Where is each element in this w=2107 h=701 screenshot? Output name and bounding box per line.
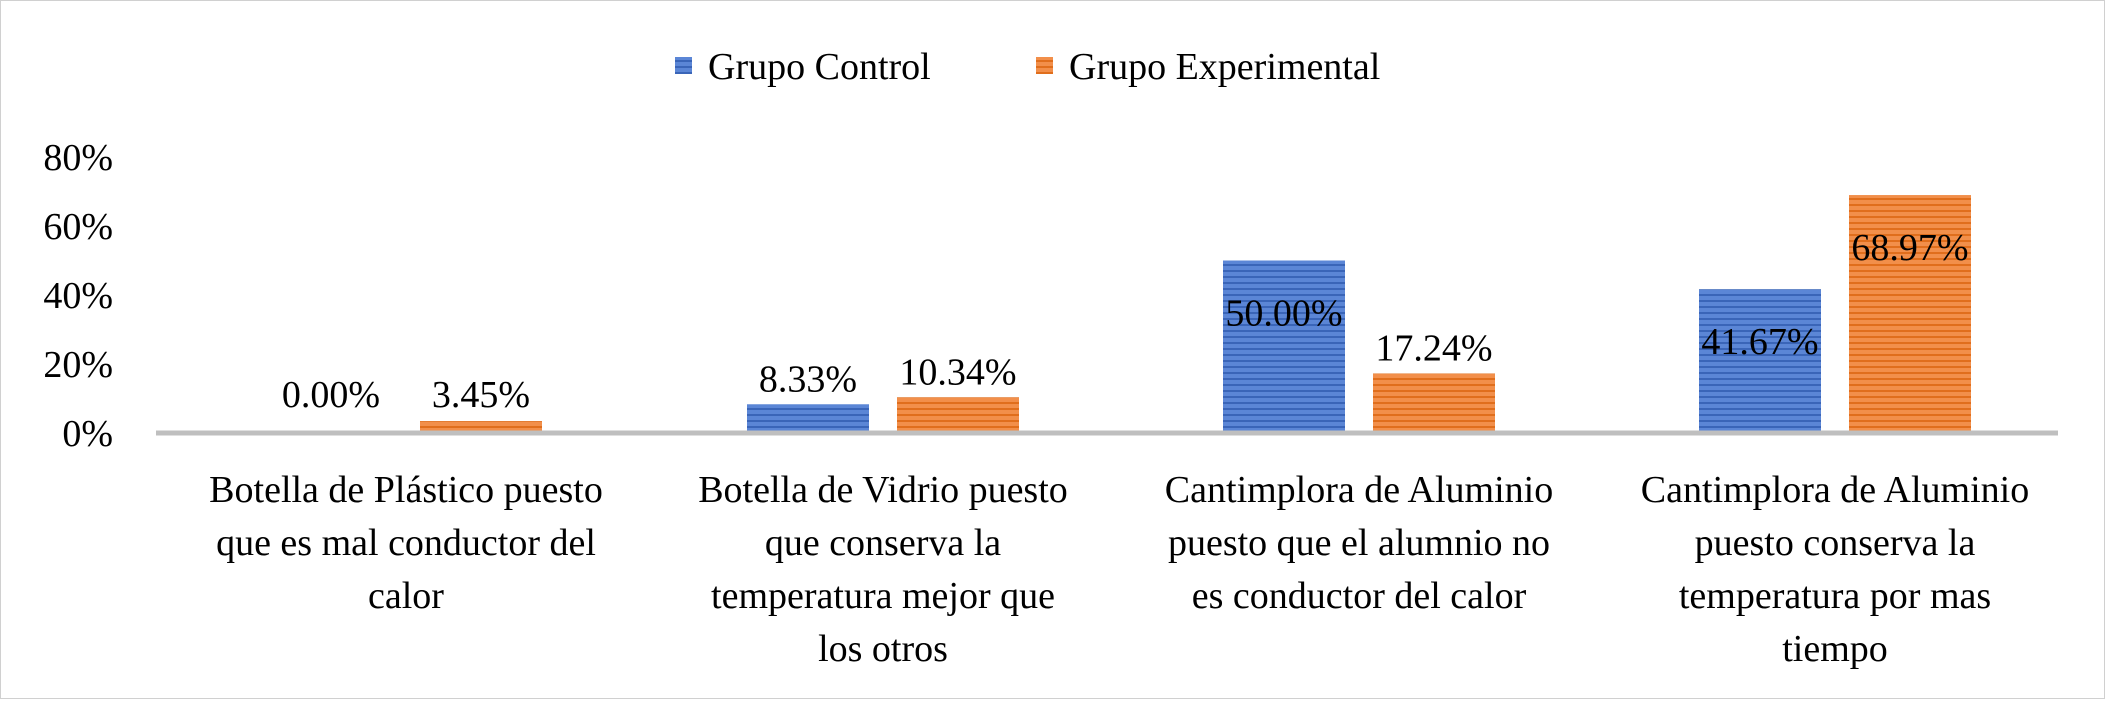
x-tick-label-line: Cantimplora de Aluminio [1641,469,2029,511]
y-axis: 0% 20% 40% 60% 80% [43,137,113,455]
x-tick-label-line: temperatura mejor que [711,575,1055,617]
x-tick-label: Cantimplora de Aluminio puesto conserva l… [1641,469,2029,670]
legend-swatch-control [675,57,692,74]
x-tick-label: Cantimplora de Aluminio puesto que el alu… [1165,469,1553,617]
bars [420,195,1971,433]
data-label: 68.97% [1851,227,1968,269]
y-tick-label: 0% [62,413,113,455]
x-tick-label: Botella de Vidrio puesto que conserva la t… [698,469,1068,670]
x-tick-label-line: Cantimplora de Aluminio [1165,469,1553,511]
y-tick-label: 80% [43,137,113,179]
bar-grupo-control [747,404,869,433]
data-label: 8.33% [759,358,857,400]
bar-grupo-experimental [420,421,542,433]
data-label: 17.24% [1375,328,1492,370]
data-label: 50.00% [1225,293,1342,335]
x-tick-label-line: que es mal conductor del [216,522,596,564]
x-tick-label-line: Botella de Plástico puesto [209,469,603,511]
legend: Grupo Control Grupo Experimental [675,46,1380,88]
x-tick-label-line: es conductor del calor [1192,575,1527,617]
legend-label-experimental: Grupo Experimental [1069,46,1380,88]
y-tick-label: 60% [43,206,113,248]
data-label: 10.34% [899,351,1016,393]
x-tick-label: Botella de Plástico puesto que es mal con… [209,469,603,617]
x-tick-label-line: puesto conserva la [1695,522,1976,564]
x-axis-labels: Botella de Plástico puesto que es mal con… [209,469,2029,670]
x-tick-label-line: temperatura por mas [1679,575,1991,617]
x-tick-label-line: tiempo [1782,628,1888,670]
x-tick-label-line: Botella de Vidrio puesto [698,469,1068,511]
bar-grupo-experimental [1849,195,1971,433]
data-labels: 0.00% 3.45% 8.33% 10.34% 50.00% 17.24% 41.67% 6… [282,227,1969,416]
bar-grupo-control [1699,289,1821,433]
x-tick-label-line: calor [368,575,444,617]
x-tick-label-line: los otros [818,628,948,670]
data-label: 41.67% [1701,321,1818,363]
legend-label-control: Grupo Control [708,46,931,88]
x-tick-label-line: que conserva la [765,522,1001,564]
data-label: 3.45% [432,374,530,416]
legend-swatch-experimental [1036,57,1053,74]
bar-grupo-experimental [1373,373,1495,433]
y-tick-label: 20% [43,344,113,386]
y-tick-label: 40% [43,275,113,317]
bar-grupo-control [1223,260,1345,433]
data-label: 0.00% [282,374,380,416]
bar-grupo-experimental [897,397,1019,433]
x-tick-label-line: puesto que el alumnio no [1168,522,1550,564]
